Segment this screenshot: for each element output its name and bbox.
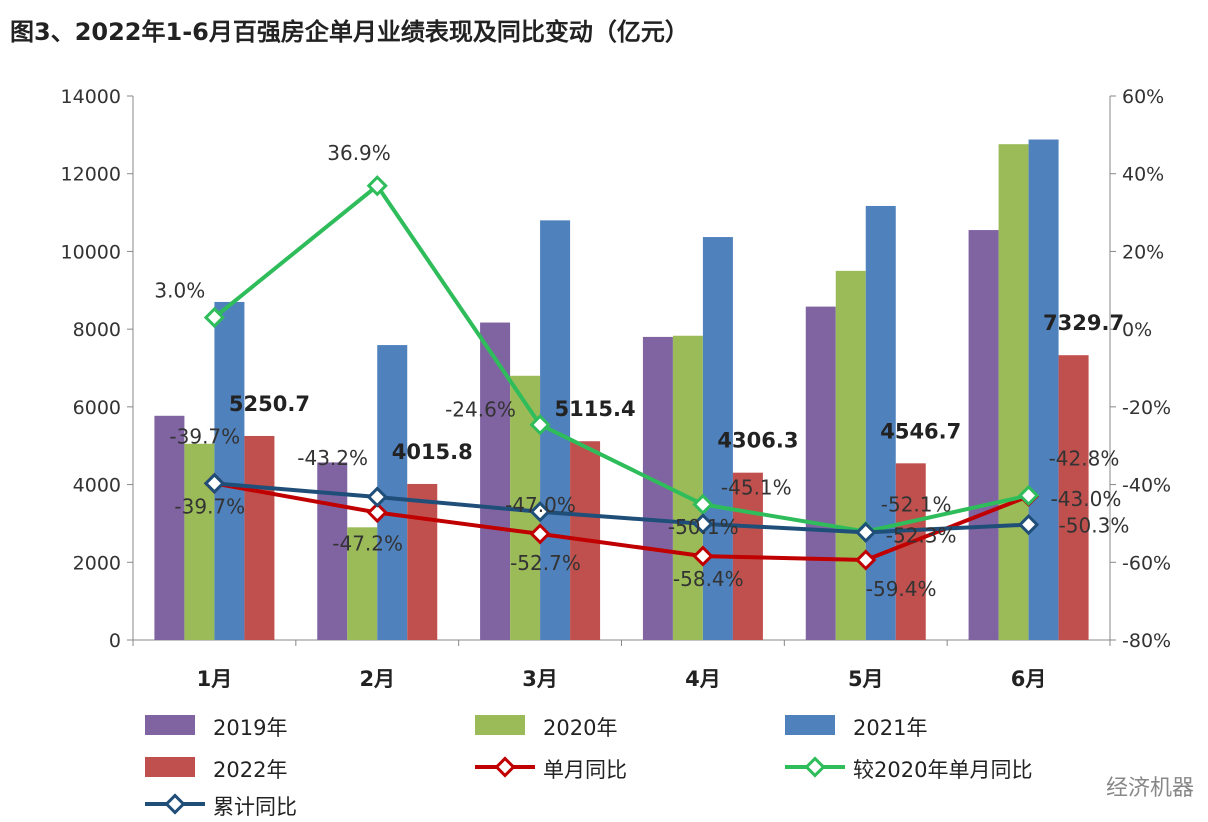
legend-label: 2021年 [853, 716, 927, 740]
right-tick-label: -80% [1122, 630, 1171, 652]
vs2020-marker [529, 414, 551, 436]
bar-value-label: 7329.7 [1043, 311, 1124, 335]
right-tick-label: 0% [1122, 319, 1152, 341]
left-tick-label: 4000 [73, 475, 121, 497]
vs2020-marker [692, 493, 714, 515]
category-label: 1月 [197, 667, 233, 691]
legend-label: 单月同比 [543, 758, 627, 782]
left-tick-label: 14000 [61, 86, 121, 108]
category-label: 5月 [848, 667, 884, 691]
bar-value-label: 4015.8 [392, 440, 473, 464]
legend-label: 2020年 [543, 716, 617, 740]
legend-label: 累计同比 [213, 795, 297, 819]
vs2020-marker [203, 306, 226, 329]
vs2020-label: -45.1% [721, 475, 792, 499]
vs2020-label: 36.9% [327, 141, 391, 165]
legend-swatch-2019 [145, 715, 195, 735]
monthly-yoy-marker [855, 549, 877, 571]
bar-2021 [865, 205, 896, 641]
right-tick-label: -20% [1122, 397, 1171, 419]
watermark: 经济机器 [1105, 776, 1194, 801]
monthly-yoy-label: -39.7% [174, 494, 245, 518]
chart-title: 图3、2022年1-6月百强房企单月业绩表现及同比变动（亿元） [10, 18, 689, 46]
monthly-yoy-label: -47.2% [332, 532, 403, 556]
cumulative-yoy-label: -43.2% [297, 446, 368, 470]
cumulative-yoy-marker [692, 513, 714, 535]
bar-2019 [805, 306, 836, 640]
bar-2020 [998, 144, 1029, 640]
bar-value-label: 5250.7 [229, 392, 310, 416]
cumulative-yoy-label: -50.3% [1059, 514, 1130, 538]
cumulative-yoy-marker [1017, 513, 1040, 536]
monthly-yoy-line [214, 481, 1030, 562]
vs2020-marker [366, 175, 388, 197]
right-tick-label: 60% [1122, 86, 1164, 108]
right-tick-label: 40% [1122, 164, 1164, 186]
legend-swatch-2021 [785, 715, 835, 735]
bar-2019 [968, 230, 999, 641]
bar-2022 [895, 463, 926, 640]
cumulative-yoy-label: -47.0% [505, 493, 576, 517]
left-tick-label: 0 [109, 630, 121, 652]
vs2020-label: -52.1% [881, 493, 952, 517]
legend-marker-cumulative-yoy [164, 793, 186, 815]
right-tick-label: -60% [1122, 552, 1171, 574]
cumulative-yoy-marker [203, 472, 226, 495]
category-label: 6月 [1011, 667, 1047, 691]
cumulative-yoy-label: -52.3% [886, 523, 957, 547]
bar-value-label: 4306.3 [717, 429, 798, 453]
cumulative-yoy-marker [366, 486, 388, 508]
legend-label: 较2020年单月同比 [853, 758, 1032, 782]
bar-2020 [672, 335, 703, 640]
bar-2021 [702, 237, 733, 640]
left-tick-label: 10000 [61, 241, 121, 263]
legend-swatch-2022 [145, 757, 195, 777]
left-tick-label: 2000 [73, 552, 121, 574]
category-label: 3月 [522, 667, 558, 691]
monthly-yoy-label: -59.4% [866, 577, 937, 601]
cumulative-yoy-label: -39.7% [169, 424, 240, 448]
bar-value-label: 5115.4 [555, 397, 636, 421]
bar-2022 [244, 435, 275, 640]
bar-2019 [480, 322, 511, 640]
monthly-yoy-label: -58.4% [673, 567, 744, 591]
vs2020-marker [1017, 484, 1040, 507]
bar-2019 [154, 415, 185, 640]
vs2020-label: -24.6% [445, 398, 516, 422]
bar-2020 [184, 443, 215, 640]
monthly-yoy-label: -52.7% [510, 551, 581, 575]
monthly-yoy-marker [692, 545, 714, 567]
vs2020-line [213, 182, 1030, 534]
right-tick-label: -40% [1122, 475, 1171, 497]
bar-2021 [1028, 139, 1059, 640]
bar-value-label: 4546.7 [880, 419, 961, 443]
bar-2022 [1058, 355, 1089, 640]
cumulative-yoy-marker [529, 501, 551, 523]
legend-marker-vs2020 [804, 756, 826, 778]
right-tick-label: 20% [1122, 241, 1164, 263]
monthly-yoy-label: -43.0% [1051, 487, 1122, 511]
vs2020-label: -42.8% [1049, 446, 1120, 470]
bar-2022 [407, 483, 438, 640]
legend-marker-monthly-yoy [494, 756, 516, 778]
vs2020-label: 3.0% [154, 278, 205, 302]
left-tick-label: 12000 [61, 164, 121, 186]
legend-label: 2019年 [213, 716, 287, 740]
monthly-yoy-marker [366, 501, 388, 524]
bar-2021 [214, 301, 245, 640]
cumulative-yoy-line [214, 481, 1029, 535]
category-label: 2月 [359, 667, 395, 691]
bar-2020 [835, 270, 866, 640]
legend-label: 2022年 [213, 758, 287, 782]
monthly-yoy-marker [529, 523, 551, 545]
legend-swatch-2020 [475, 715, 525, 735]
left-tick-label: 8000 [73, 319, 121, 341]
cumulative-yoy-marker [855, 521, 877, 543]
cumulative-yoy-label: -50.1% [668, 515, 739, 539]
category-label: 4月 [685, 667, 721, 691]
left-tick-label: 6000 [73, 397, 121, 419]
bar-2020 [347, 527, 378, 640]
